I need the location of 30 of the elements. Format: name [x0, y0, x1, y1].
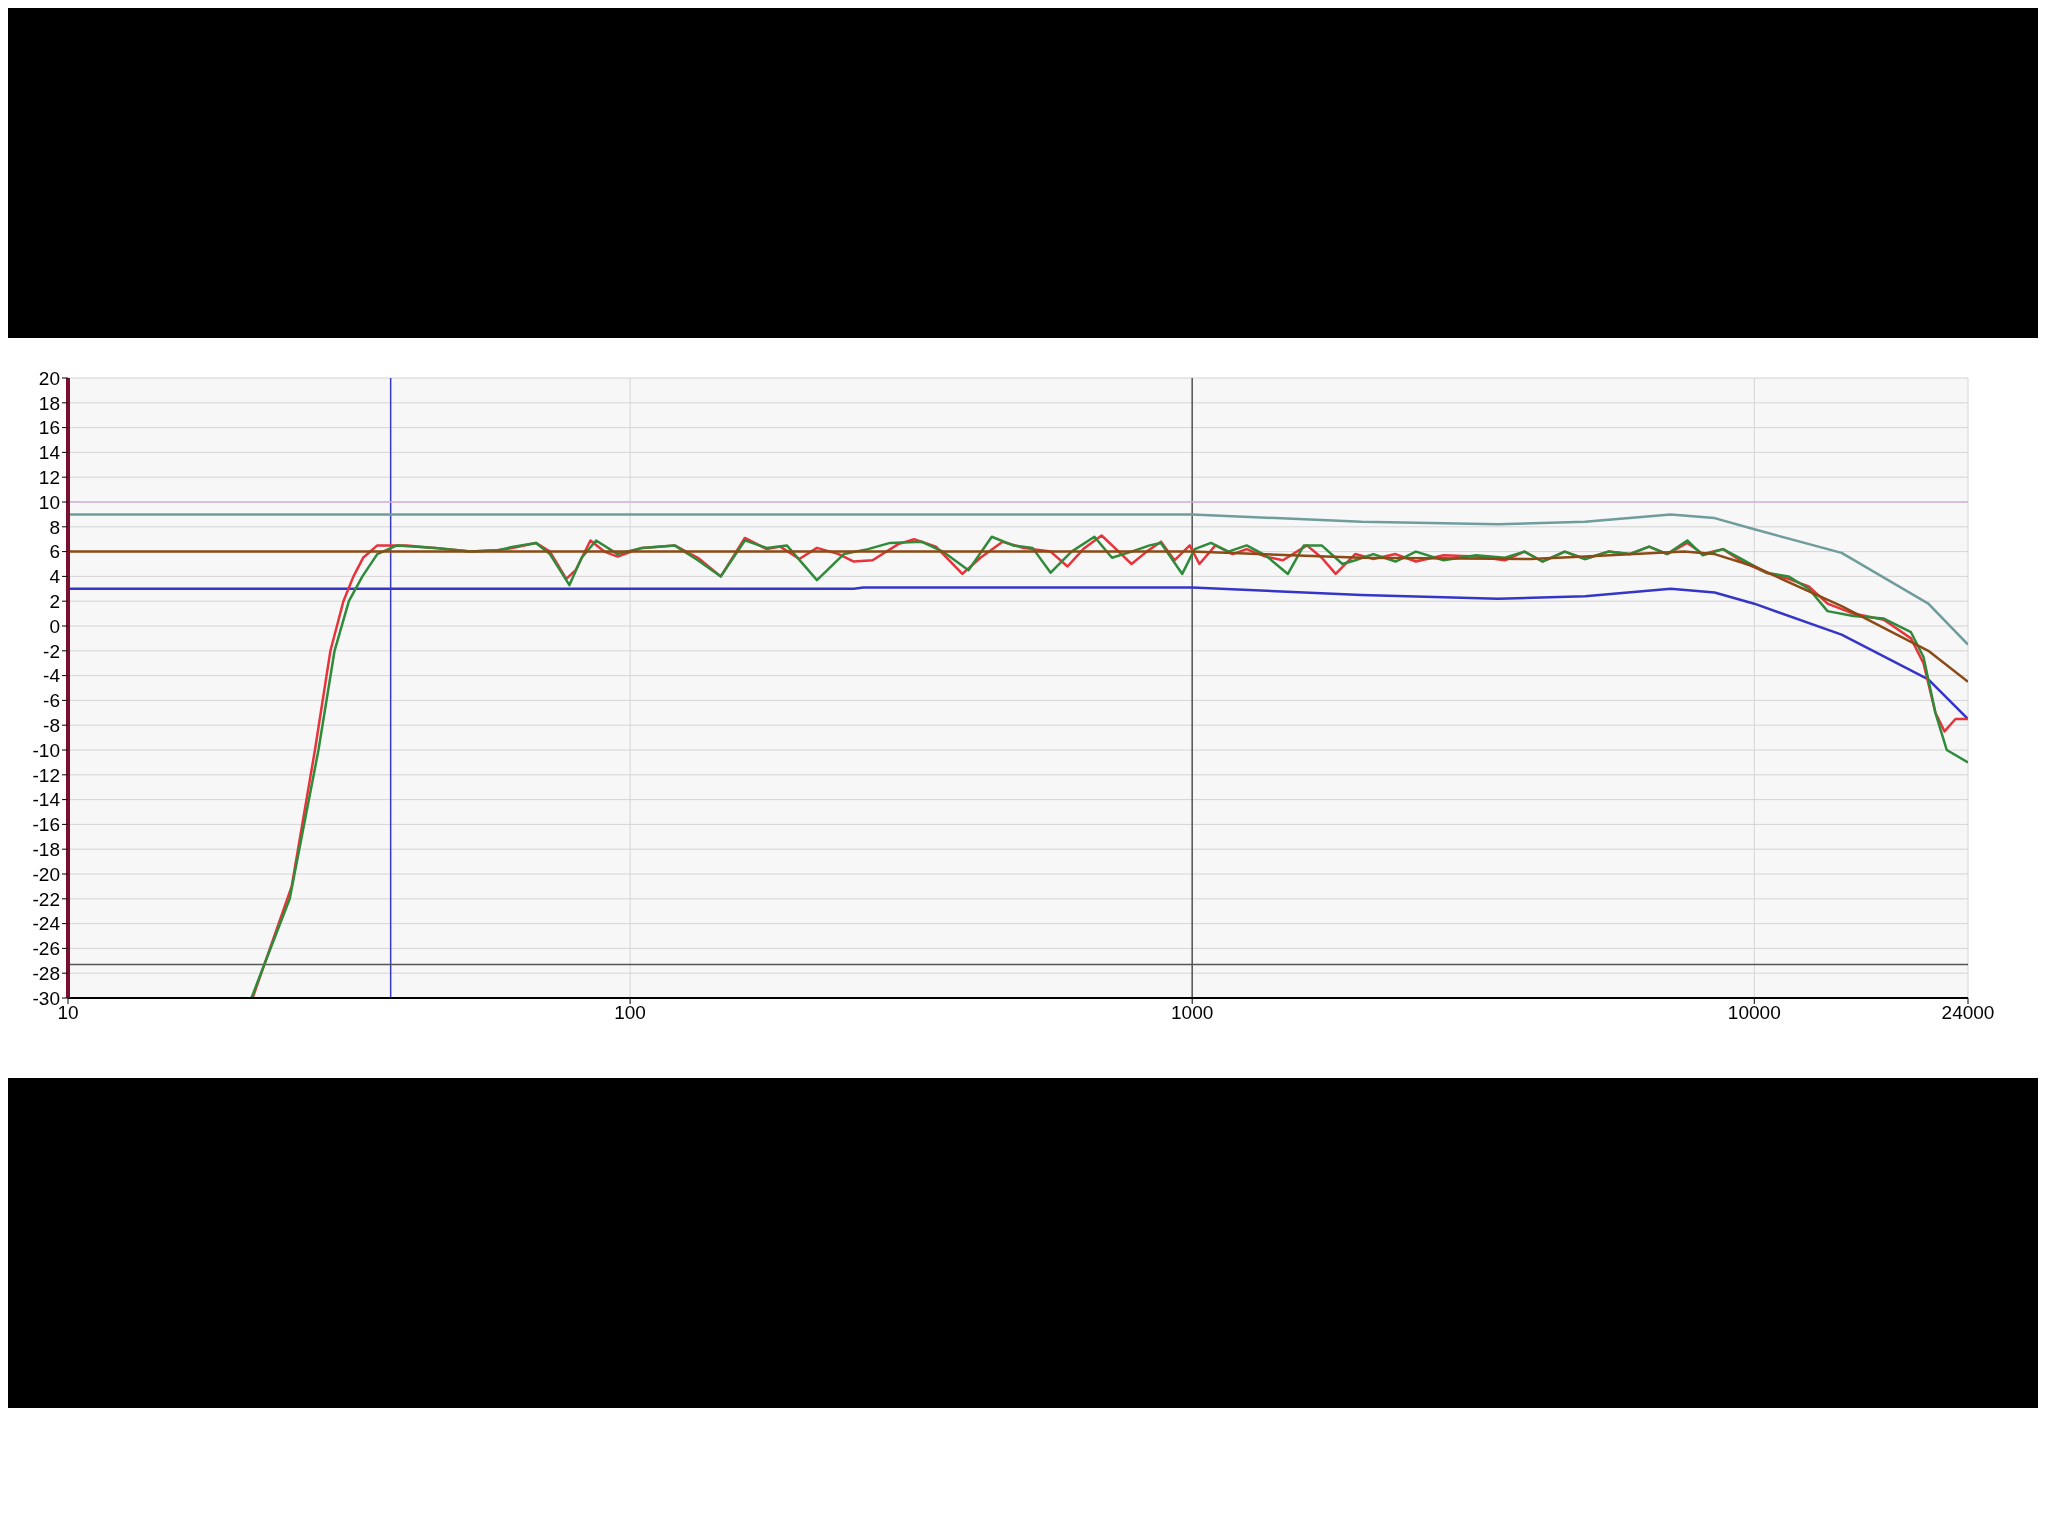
y-tick-label: -24: [32, 913, 61, 935]
y-tick-label: -14: [32, 789, 61, 811]
y-tick-label: -10: [32, 739, 60, 761]
y-tick-label: -8: [43, 714, 60, 736]
y-tick-label: -6: [43, 690, 60, 712]
x-tick-label: 24000: [1941, 1002, 1995, 1024]
y-tick-label: 16: [38, 417, 60, 439]
y-tick-label: 10: [38, 491, 60, 513]
y-tick-label: 12: [38, 466, 60, 488]
x-tick-label: 10000: [1727, 1002, 1781, 1024]
y-tick-label: -22: [32, 888, 60, 910]
y-tick-label: 18: [38, 392, 60, 414]
x-tick-label: 100: [614, 1002, 646, 1024]
y-tick-label: -2: [43, 640, 60, 662]
y-tick-label: -30: [32, 987, 60, 1009]
x-tick-label: 1000: [1171, 1002, 1214, 1024]
y-tick-label: -26: [32, 938, 60, 960]
y-tick-label: -18: [32, 838, 60, 860]
y-tick-label: 4: [49, 566, 61, 588]
y-tick-label: 20: [38, 367, 60, 389]
y-tick-label: -16: [32, 814, 60, 836]
y-tick-label: -12: [32, 764, 60, 786]
y-tick-label: -28: [32, 962, 60, 984]
y-tick-label: 0: [49, 615, 60, 637]
y-tick-label: 2: [49, 590, 60, 612]
y-tick-label: 6: [49, 541, 60, 563]
y-tick-label: -20: [32, 863, 60, 885]
y-tick-label: -4: [43, 665, 61, 687]
y-tick-label: 14: [38, 442, 61, 464]
y-tick-label: 8: [49, 516, 60, 538]
